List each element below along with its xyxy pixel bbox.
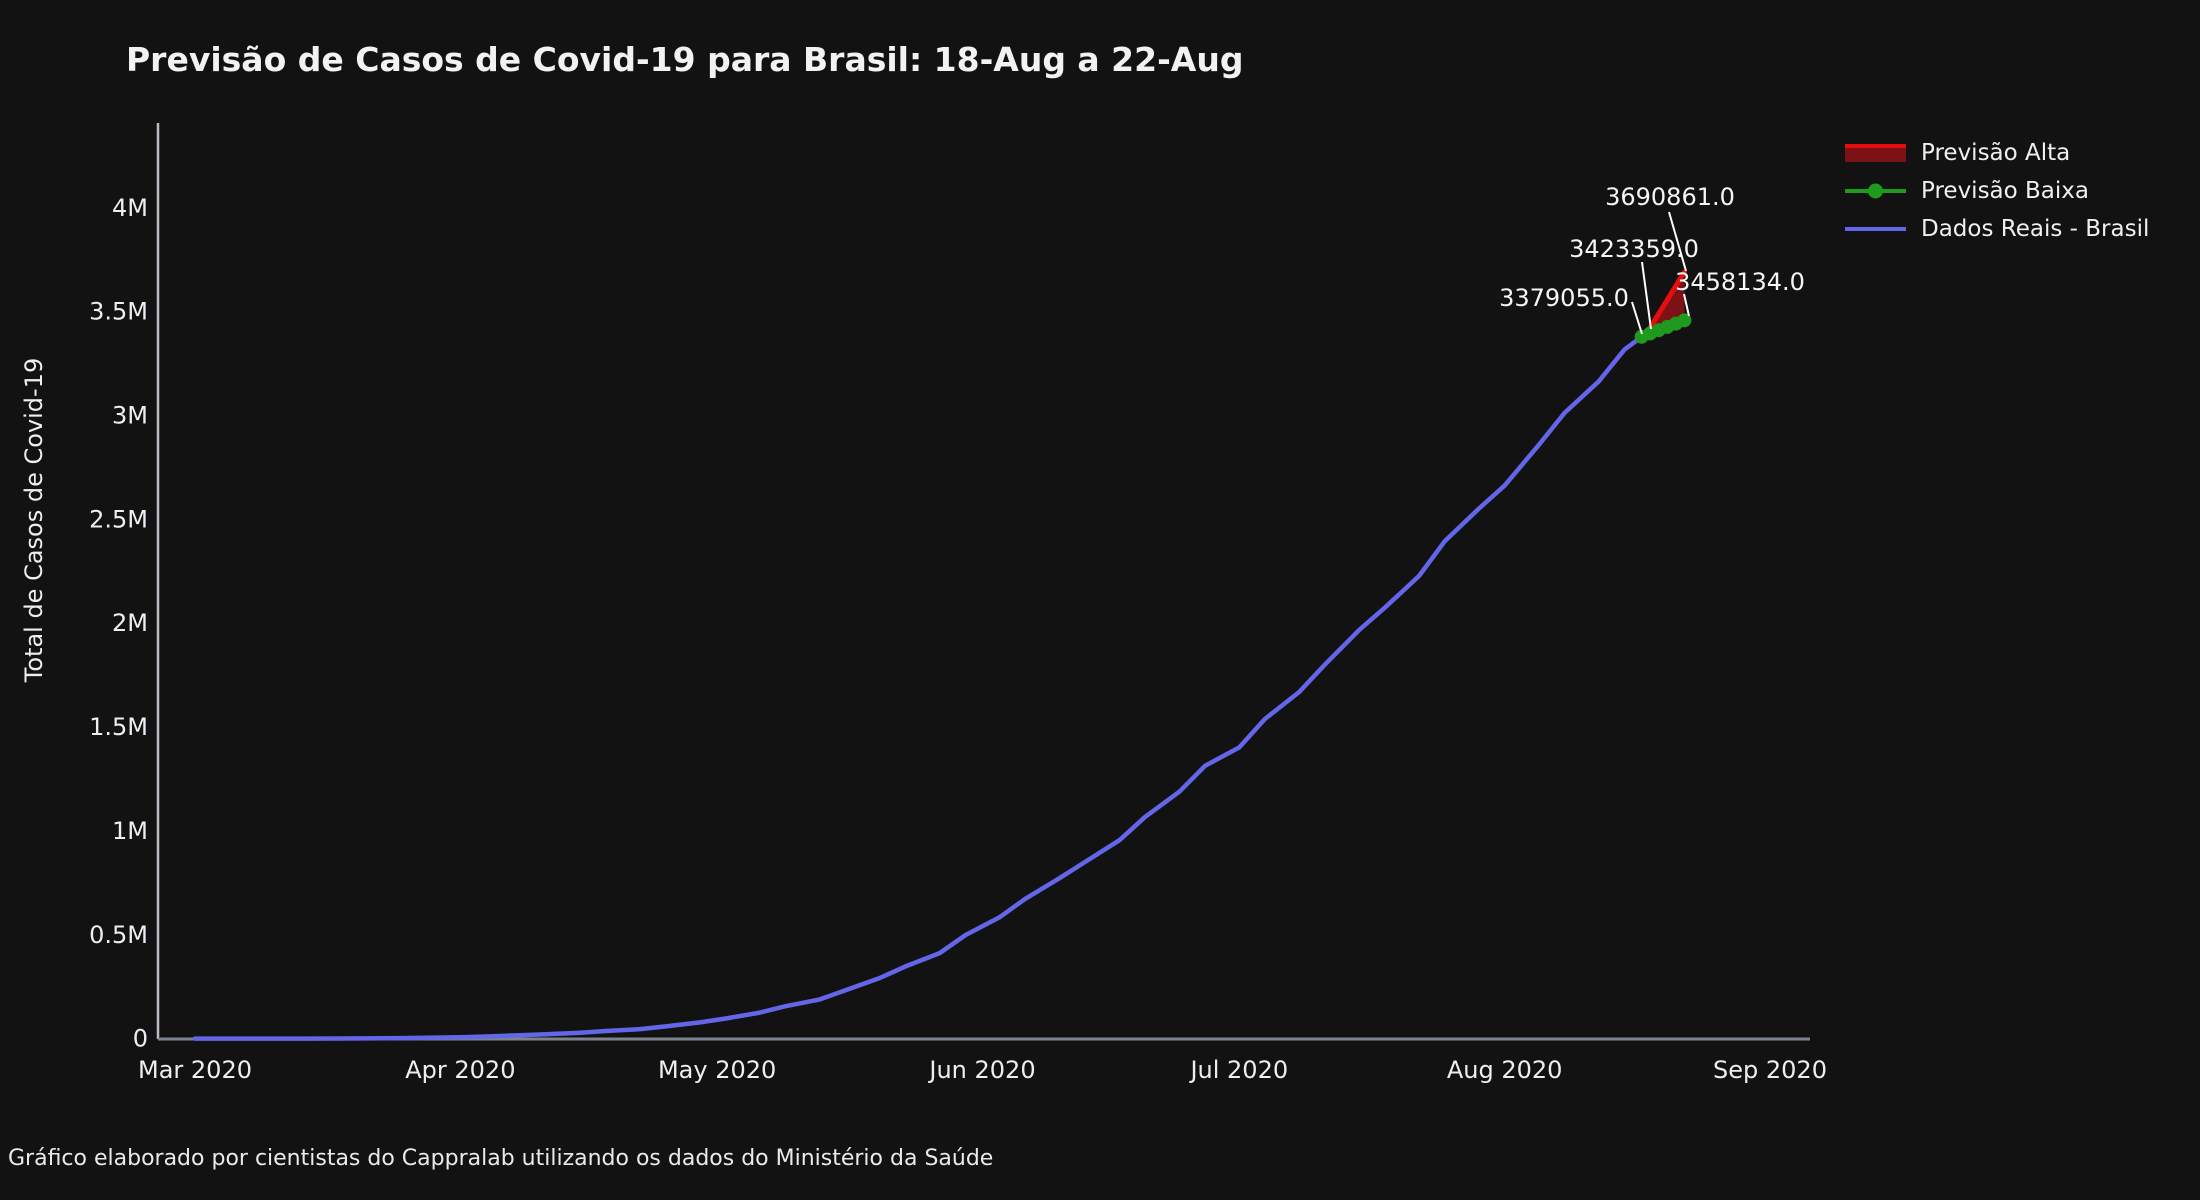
y-tick-label: 1M: [112, 817, 148, 845]
legend-item-dados-reais: Dados Reais - Brasil: [1845, 210, 2149, 248]
legend: Previsão Alta Previsão Baixa Dados Reais…: [1845, 134, 2149, 248]
x-tick-label: Sep 2020: [1713, 1056, 1827, 1084]
annotation-label: 3458134.0: [1675, 268, 1805, 296]
y-tick-label: 3M: [112, 402, 148, 430]
source-caption: Gráfico elaborado por cientistas do Capp…: [8, 1146, 994, 1171]
annotation-leader-line: [1683, 293, 1690, 317]
y-tick-label: 4M: [112, 194, 148, 222]
y-tick-label: 0.5M: [89, 921, 148, 949]
low-forecast-line-marker-swatch-icon: [1845, 183, 1906, 199]
x-tick-label: May 2020: [658, 1056, 776, 1084]
real-data-line-swatch-icon: [1845, 227, 1906, 231]
y-tick-label: 0: [133, 1025, 148, 1053]
annotation-label: 3423359.0: [1569, 235, 1699, 263]
annotation-leader-line: [1668, 211, 1687, 272]
real-data-line: [192, 334, 1644, 1041]
legend-label: Previsão Baixa: [1921, 178, 2089, 204]
legend-label: Previsão Alta: [1921, 140, 2071, 166]
annotation-leader-line: [1631, 301, 1643, 335]
annotation-leader-line: [1641, 261, 1652, 330]
high-forecast-area-swatch-icon: [1845, 144, 1906, 162]
low-forecast-marker: [1677, 313, 1692, 328]
x-tick-label: Jul 2020: [1188, 1056, 1288, 1084]
y-tick-label: 3.5M: [89, 298, 148, 326]
legend-item-previsao-alta: Previsão Alta: [1845, 134, 2149, 172]
x-tick-label: Aug 2020: [1447, 1056, 1563, 1084]
x-tick-label: Jun 2020: [927, 1056, 1035, 1084]
annotation-label: 3690861.0: [1605, 183, 1735, 211]
y-tick-label: 2.5M: [89, 505, 148, 533]
y-tick-label: 2M: [112, 609, 148, 637]
y-tick-label: 1.5M: [89, 713, 148, 741]
annotation-label: 3379055.0: [1499, 284, 1629, 312]
legend-item-previsao-baixa: Previsão Baixa: [1845, 172, 2149, 210]
x-tick-label: Mar 2020: [138, 1056, 252, 1084]
x-tick-label: Apr 2020: [405, 1056, 515, 1084]
chart-title: Previsão de Casos de Covid-19 para Brasi…: [126, 40, 1244, 79]
legend-label: Dados Reais - Brasil: [1921, 216, 2150, 242]
